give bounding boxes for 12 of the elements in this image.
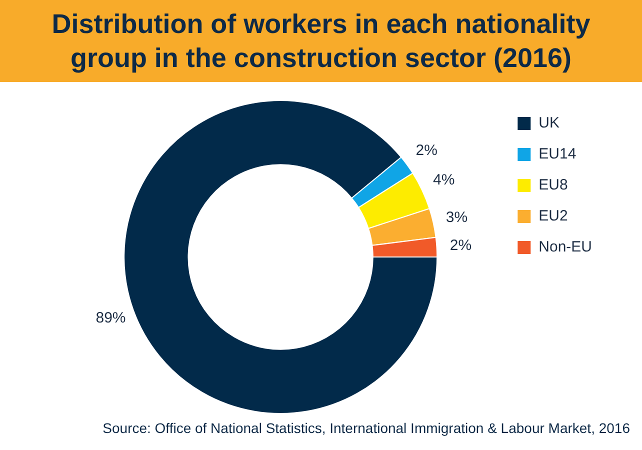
legend-label: EU14 bbox=[538, 146, 576, 163]
legend-label: EU2 bbox=[538, 208, 568, 225]
source-note: Source: Office of National Statistics, International Immigration & Labour Market, 2016 bbox=[102, 420, 631, 436]
chart-title: Distribution of workers in each nationality group in the construction sector (2016) bbox=[0, 0, 642, 82]
data-label: 2% bbox=[450, 236, 472, 254]
legend-label: UK bbox=[538, 114, 560, 132]
data-label: 2% bbox=[416, 142, 438, 160]
legend-label: Non-EU bbox=[538, 238, 592, 256]
legend-label: EU8 bbox=[538, 176, 568, 194]
data-label: 3% bbox=[446, 208, 468, 226]
data-label: 4% bbox=[433, 171, 455, 188]
data-label: 89% bbox=[96, 309, 126, 326]
